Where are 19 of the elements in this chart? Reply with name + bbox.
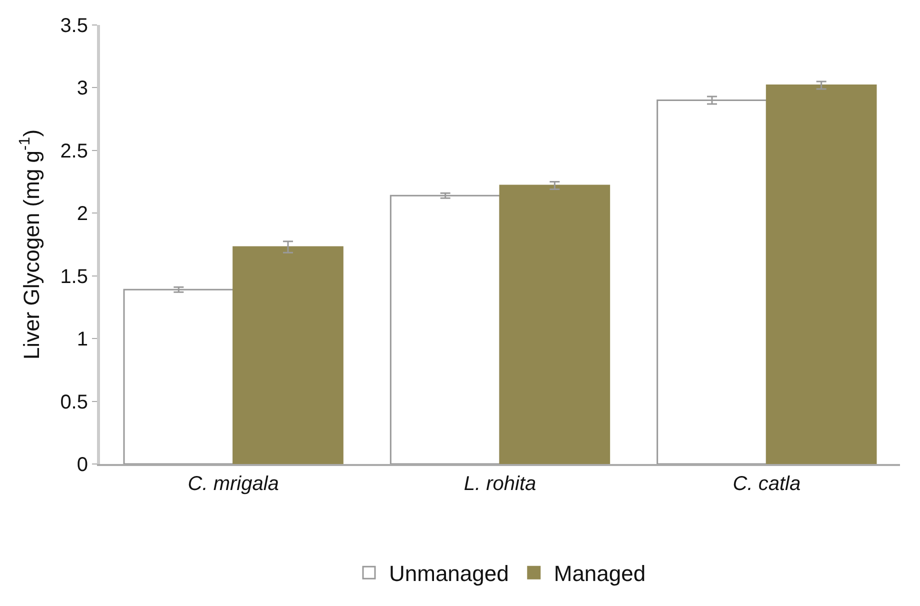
y-tick-label: 1	[76, 328, 88, 351]
legend-label: Managed	[554, 561, 646, 586]
bar	[766, 84, 877, 464]
bar	[656, 100, 768, 464]
bar	[499, 184, 610, 464]
y-tick-label: 2.5	[60, 140, 88, 162]
y-tick-label: 0	[76, 454, 88, 476]
legend-label: Unmanaged	[389, 561, 509, 586]
x-tick-label: C. mrigala	[188, 473, 279, 495]
x-tick-label: C. catla	[732, 473, 801, 495]
y-tick-label: 2	[76, 203, 88, 226]
bar	[232, 246, 344, 464]
bar	[390, 194, 501, 464]
y-tick-label: 3	[76, 78, 88, 100]
y-tick-label: 3.5	[60, 15, 88, 37]
y-tick-label: 1.5	[60, 266, 88, 288]
bar	[123, 288, 234, 464]
y-tick-label: 0.5	[60, 391, 88, 414]
x-tick-label: L. rohita	[464, 473, 536, 495]
